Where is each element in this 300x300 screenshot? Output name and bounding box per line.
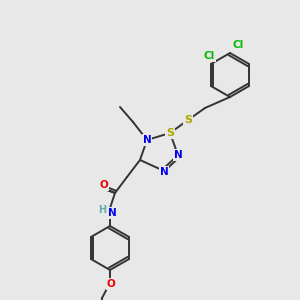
Text: N: N (174, 150, 182, 160)
Text: Cl: Cl (203, 51, 214, 61)
Text: N: N (142, 135, 152, 145)
Text: O: O (100, 180, 108, 190)
Text: N: N (160, 167, 168, 177)
Text: H: H (98, 205, 106, 215)
Text: S: S (184, 115, 192, 125)
Text: O: O (106, 279, 116, 289)
Text: Cl: Cl (232, 40, 244, 50)
Text: S: S (166, 128, 174, 138)
Text: N: N (108, 208, 116, 218)
